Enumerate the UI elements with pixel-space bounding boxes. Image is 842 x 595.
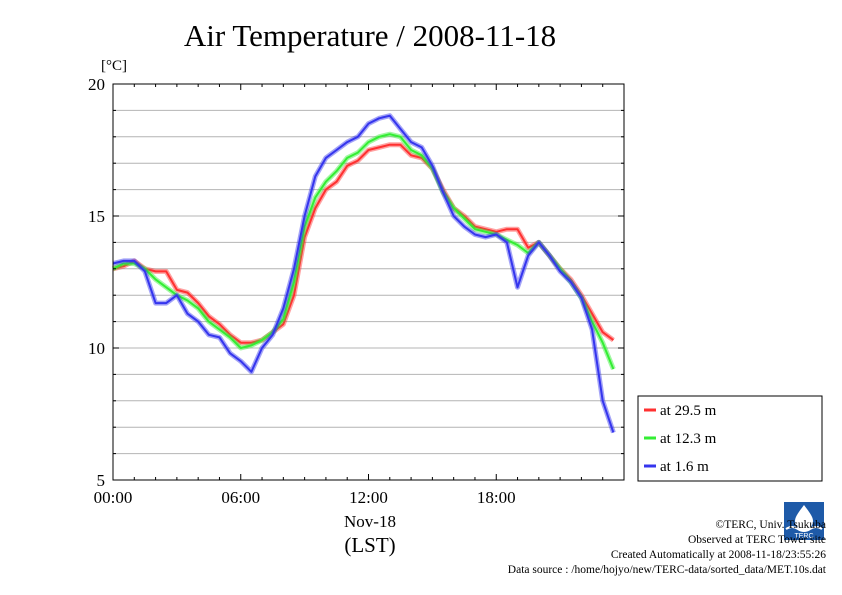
series-2 (111, 131, 616, 371)
observed-text: Observed at TERC Tower site (687, 534, 826, 546)
grid-lines (113, 109, 624, 455)
series-3 (112, 113, 616, 434)
x-tick-label: 06:00 (221, 488, 260, 507)
created-text: Created Automatically at 2008-11-18/23:5… (610, 549, 826, 561)
y-tick-label: 15 (88, 207, 105, 226)
legend-label: at 29.5 m (660, 403, 717, 419)
series-line (112, 143, 614, 344)
series-1 (112, 142, 615, 346)
copyright-text: ©TERC, Univ. Tsukuba (715, 519, 826, 531)
legend: at 29.5 m at 12.3 m at 1.6 m (637, 395, 823, 482)
data-source-text: Data source : /home/hojyo/new/TERC-data/… (507, 564, 826, 576)
x-tick-label: 12:00 (349, 488, 388, 507)
legend-label: at 1.6 m (660, 459, 709, 475)
x-tick-label: 18:00 (477, 488, 516, 507)
chart-title: Air Temperature / 2008-11-18 (184, 18, 556, 53)
y-tick-label: 20 (88, 75, 105, 94)
series-lines (111, 113, 616, 434)
credits-block: ©TERC, Univ. Tsukuba Observed at TERC To… (508, 518, 826, 578)
series-line (112, 133, 615, 370)
series-line-halo (111, 131, 616, 371)
logo-text: TERC (794, 533, 813, 540)
terc-logo-icon: TERC (784, 502, 824, 540)
axis-ticks: 5 10 15 20 00:00 06:00 12:00 18:00 (88, 75, 625, 507)
legend-item: at 1.6 m (644, 459, 709, 475)
legend-item: at 29.5 m (644, 403, 717, 419)
y-tick-label: 5 (97, 471, 106, 490)
x-tick-label: 00:00 (94, 488, 133, 507)
series-line (112, 114, 615, 433)
terc-logo: TERC (784, 502, 824, 540)
legend-box (637, 395, 823, 482)
legend-label: at 12.3 m (660, 431, 717, 447)
x-axis-label: (LST) (344, 533, 395, 557)
y-tick-label: 10 (88, 339, 105, 358)
y-axis-unit-label: [°C] (101, 58, 127, 74)
x-axis-date-label: Nov-18 (344, 512, 396, 531)
legend-item: at 12.3 m (644, 431, 717, 447)
